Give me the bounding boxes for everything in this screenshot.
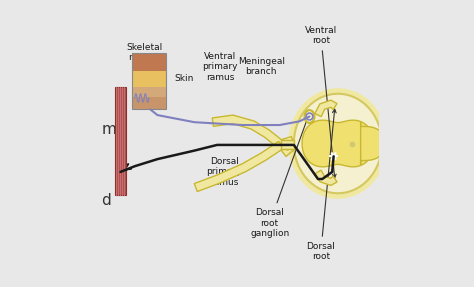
Polygon shape [361,122,386,165]
Text: m: m [101,122,116,137]
Polygon shape [315,170,337,185]
Polygon shape [212,115,284,148]
Bar [132,53,166,109]
Polygon shape [294,94,382,193]
Polygon shape [278,137,295,156]
Bar [115,87,126,195]
FancyBboxPatch shape [132,53,166,71]
Text: Dorsal
root: Dorsal root [306,109,336,261]
Polygon shape [302,120,374,167]
Text: Ventral
primary
ramus: Ventral primary ramus [202,52,237,82]
Polygon shape [281,140,294,150]
FancyBboxPatch shape [132,97,166,109]
Text: d: d [101,193,111,208]
FancyBboxPatch shape [132,71,166,87]
Text: Skeletal
muscle: Skeletal muscle [127,43,163,62]
Text: Ventral
root: Ventral root [305,26,337,178]
Polygon shape [315,100,337,117]
FancyBboxPatch shape [132,87,166,97]
Text: Skin: Skin [175,74,194,83]
Polygon shape [194,141,283,191]
Text: Dorsal
root
ganglion: Dorsal root ganglion [250,117,309,238]
Ellipse shape [304,110,314,123]
Text: Dorsal
primary
ramus: Dorsal primary ramus [207,157,242,187]
Text: Meningeal
branch: Meningeal branch [237,57,285,76]
